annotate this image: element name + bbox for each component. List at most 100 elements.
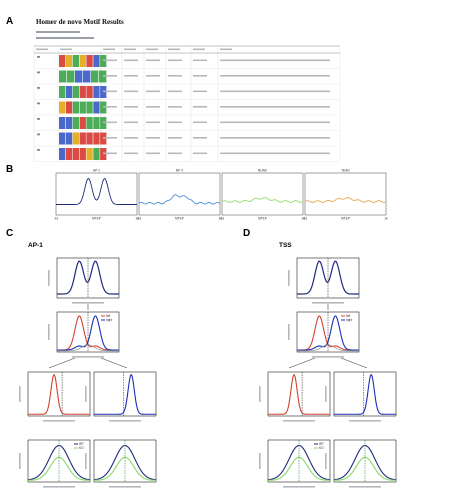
cell-placeholder [124, 152, 138, 155]
cell-placeholder [193, 75, 207, 77]
cell-placeholder [103, 152, 117, 155]
left-only-profile-ylabel-placeholder [259, 386, 261, 402]
rank-placeholder [37, 149, 40, 151]
wt-ko-right-xlabel-placeholder [109, 486, 141, 488]
left-only-line [28, 374, 90, 415]
motif-logo-glyph [59, 70, 67, 83]
header-placeholder [60, 48, 72, 51]
cell-placeholder [146, 59, 160, 62]
x-tick-label: -1k [54, 217, 59, 221]
cell-placeholder [124, 137, 138, 139]
right-only-line [334, 373, 396, 415]
left-only-profile-xlabel-placeholder [283, 420, 315, 422]
wt-ko-left-xlabel-placeholder [283, 486, 315, 488]
wt-ko-left-xlabel-placeholder [43, 486, 75, 488]
motif-logo-glyph [79, 148, 86, 160]
panel-c-title: AP-1 [28, 242, 43, 249]
motif-logo-glyph [93, 132, 100, 145]
arrow-right [340, 357, 368, 369]
chart-title-3: TEAD [341, 169, 350, 173]
right-peak-line [297, 315, 359, 351]
cell-placeholder [220, 121, 330, 124]
wt-ko-left-ko-line [267, 456, 331, 481]
motif-logo-glyph [59, 148, 66, 160]
chart-title-0: AP-1 [93, 169, 100, 173]
cell-placeholder [168, 137, 182, 139]
right-only-profile-frame [93, 371, 157, 417]
wt-ko-left-ylabel-placeholder [19, 453, 21, 469]
right-only-profile-xlabel-placeholder [349, 420, 381, 422]
cell-placeholder [220, 106, 330, 108]
header-placeholder [124, 48, 136, 51]
right-only-profile-ylabel-placeholder [85, 386, 87, 402]
motif-logo-glyph [72, 132, 79, 145]
motif-logo-glyph [93, 86, 100, 98]
motif-logo-glyph [79, 55, 86, 67]
x-tick-label: MTEP [92, 217, 101, 221]
x-tick-label: 1k [135, 217, 139, 221]
wt-ko-right-ylabel-placeholder [85, 453, 87, 469]
cell-placeholder [193, 121, 207, 124]
subtitle-placeholder-line [36, 31, 80, 33]
chart-frame [55, 172, 138, 216]
motif-logo-glyph [86, 55, 93, 67]
panel-c-letter: C [6, 228, 13, 239]
cell-placeholder [103, 75, 117, 77]
motif-logo-glyph [65, 117, 73, 129]
x-tick-label: -1k [220, 217, 225, 221]
panel-a: A Homer de novo Motif Results [6, 16, 341, 162]
chart-title-1: NF-Y [176, 169, 184, 173]
panel-a-title: Homer de novo Motif Results [36, 18, 124, 26]
top-profile-ylabel-placeholder [48, 270, 50, 286]
motif-profile-charts: AP-1 -1k MTEP 1k NF-Y -1k MTEP 1k RUNX -1k MTEP 1k T… [54, 169, 388, 221]
motif-logo-glyph [99, 70, 107, 83]
rank-placeholder [37, 118, 40, 120]
x-tick-label: MTEP [341, 217, 350, 221]
wt-ko-right-xlabel-placeholder [349, 486, 381, 488]
motif-logo-glyph [59, 132, 66, 145]
right-only-line [94, 373, 156, 415]
cell-placeholder [124, 59, 138, 62]
cell-placeholder [124, 75, 138, 77]
header-placeholder [103, 48, 115, 51]
header-placeholder [146, 48, 158, 51]
top-profile-xlabel-placeholder [312, 302, 344, 304]
top-profile-ylabel-placeholder [288, 270, 290, 286]
motif-logo-glyph [65, 101, 73, 114]
x-tick-label: MTEP [175, 217, 184, 221]
legend-label: left [106, 314, 110, 318]
motif-logo-glyph [86, 86, 93, 98]
legend-label: right [106, 318, 112, 322]
right-only-profile-frame [333, 371, 397, 417]
panel-a-letter: A [6, 16, 13, 27]
panel-d-title: TSS [279, 242, 292, 249]
panel-d-letter: D [243, 228, 250, 239]
motif-logo-glyph [86, 101, 93, 114]
chart-frame [304, 172, 387, 216]
motif-logo-glyph [72, 101, 79, 114]
left-only-profile-frame [27, 371, 91, 417]
rank-placeholder [37, 102, 40, 105]
top-profile-line [297, 260, 359, 295]
right-only-profile-ylabel-placeholder [325, 386, 327, 402]
left-only-profile-ylabel-placeholder [19, 386, 21, 402]
cell-placeholder [124, 121, 138, 124]
left-only-line [268, 374, 330, 415]
rank-placeholder [37, 56, 40, 58]
motif-logo-glyph [93, 55, 100, 67]
x-tick-label: 1k [218, 217, 222, 221]
motif-logo-glyph [67, 70, 75, 83]
cell-placeholder [103, 90, 117, 93]
motif-table [33, 31, 341, 162]
top-profile-line [57, 260, 119, 295]
legend-label: KO [319, 446, 324, 450]
cell-placeholder [124, 106, 138, 108]
cell-placeholder [220, 152, 330, 155]
cell-placeholder [103, 121, 117, 124]
motif-logo-glyph [65, 132, 73, 145]
cell-placeholder [103, 59, 117, 62]
cell-placeholder [103, 106, 117, 108]
